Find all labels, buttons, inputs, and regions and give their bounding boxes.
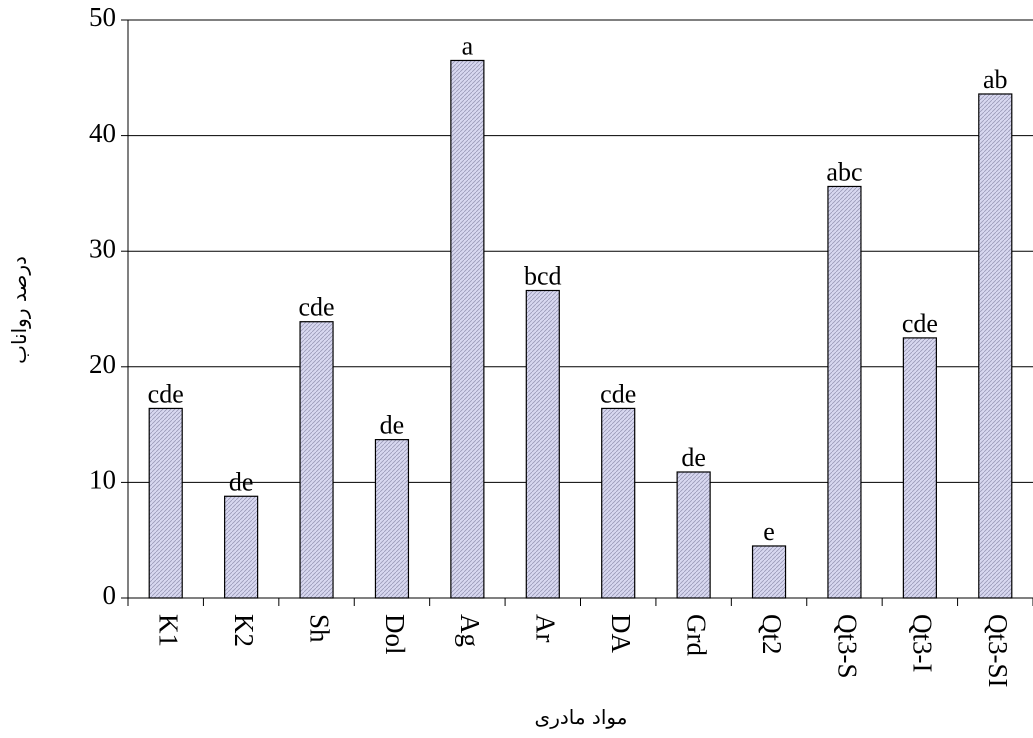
bar [601, 407, 636, 599]
bar-letter: de [681, 443, 706, 472]
x-tick-label: K1 [154, 614, 184, 647]
bar-letter: de [229, 467, 254, 496]
bar-letter: cde [148, 379, 184, 408]
bar-letter: abc [826, 157, 862, 186]
bar [374, 439, 410, 599]
bar [148, 407, 183, 599]
x-axis-title: مواد مادری [535, 705, 628, 729]
y-tick-label: 50 [89, 2, 116, 32]
x-tick-label: DA [606, 614, 636, 653]
bar [978, 93, 1013, 599]
x-tick-label: Qt3-SI [983, 614, 1013, 688]
bar [902, 337, 937, 599]
y-tick-label: 20 [89, 349, 116, 379]
y-axis-title: درصد رواناب [7, 256, 31, 364]
x-tick-label: Dol [380, 614, 410, 655]
bar-letter: e [763, 517, 775, 546]
y-tick-label: 10 [89, 465, 116, 495]
bar-letter: cde [600, 379, 636, 408]
bar-letter: ab [983, 65, 1008, 94]
y-tick-label: 0 [103, 580, 117, 610]
bar-letter: cde [902, 309, 938, 338]
y-tick-label: 40 [89, 118, 116, 148]
x-tick-label: Sh [304, 614, 334, 643]
bar [751, 545, 787, 599]
bar [450, 59, 485, 599]
x-tick-label: Qt3-S [832, 614, 862, 679]
x-tick-label: Grd [681, 614, 711, 656]
bar-letter: cde [298, 293, 334, 322]
bar [827, 185, 862, 599]
bar [676, 471, 711, 599]
bar-letter: bcd [524, 262, 562, 291]
x-tick-label: Ag [455, 614, 485, 647]
x-tick-label: Qt2 [757, 614, 787, 655]
x-tick-label: Qt3-I [908, 614, 938, 672]
bar-letter: a [462, 31, 474, 60]
bar [525, 289, 560, 599]
bar [299, 321, 334, 599]
x-tick-label: K2 [229, 614, 259, 647]
bar [224, 495, 259, 599]
x-tick-label: Ar [531, 614, 561, 643]
y-tick-label: 30 [89, 233, 116, 263]
bar-letter: de [380, 411, 405, 440]
